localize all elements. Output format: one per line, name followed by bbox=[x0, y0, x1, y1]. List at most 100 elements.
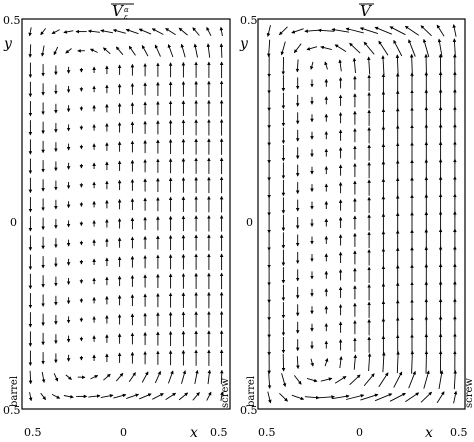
flow-arrow bbox=[310, 358, 314, 367]
flow-arrow bbox=[318, 395, 335, 399]
flow-arrow bbox=[40, 45, 45, 57]
flow-arrow bbox=[28, 27, 32, 37]
left-vector-field bbox=[28, 26, 224, 402]
flow-arrow bbox=[320, 377, 333, 382]
flow-arrow bbox=[389, 392, 406, 402]
flow-arrow bbox=[207, 369, 212, 385]
flow-arrow bbox=[378, 372, 389, 388]
left-x-tick-left: 0.5 bbox=[24, 426, 42, 439]
flow-arrow bbox=[206, 391, 212, 401]
flow-arrow bbox=[266, 24, 271, 37]
flow-arrow bbox=[324, 358, 329, 367]
flow-arrow bbox=[128, 372, 136, 383]
flow-arrow bbox=[438, 370, 444, 389]
flow-arrow bbox=[349, 42, 361, 54]
flow-arrow bbox=[90, 375, 99, 380]
left-y-label: y bbox=[3, 36, 13, 52]
flow-arrow bbox=[65, 48, 72, 54]
left-y-tick-mid: 0 bbox=[10, 216, 17, 229]
flow-arrow bbox=[420, 391, 433, 403]
left-screw-label: screw bbox=[220, 378, 231, 408]
flow-arrow bbox=[40, 392, 46, 401]
flow-arrow bbox=[113, 393, 127, 399]
flow-arrow bbox=[296, 356, 300, 370]
left-plot-frame bbox=[21, 18, 231, 410]
flow-arrow bbox=[408, 39, 416, 57]
flow-arrow bbox=[100, 29, 113, 34]
flow-arrow bbox=[304, 29, 320, 33]
flow-arrow bbox=[453, 390, 458, 404]
flow-arrow bbox=[128, 45, 136, 56]
right-x-tick-mid: 0 bbox=[356, 426, 363, 439]
flow-arrow bbox=[141, 371, 149, 383]
flow-arrow bbox=[408, 370, 416, 389]
right-y-tick-mid: 0 bbox=[246, 216, 253, 229]
flow-arrow bbox=[334, 44, 347, 52]
flow-arrow bbox=[192, 392, 200, 401]
flow-arrow bbox=[51, 394, 61, 399]
flow-arrow bbox=[338, 59, 342, 72]
flow-arrow bbox=[404, 25, 419, 36]
flow-arrow bbox=[382, 351, 386, 373]
left-x-tick-right: 0.5 bbox=[210, 426, 228, 439]
flow-arrow bbox=[103, 373, 111, 381]
flow-arrow bbox=[453, 370, 458, 390]
flow-arrow bbox=[395, 54, 400, 77]
flow-arrow bbox=[165, 392, 177, 400]
flow-arrow bbox=[152, 393, 164, 400]
left-x-tick-mid: 0 bbox=[120, 426, 127, 439]
flow-arrow bbox=[192, 27, 200, 36]
flow-arrow bbox=[452, 24, 457, 37]
flow-arrow bbox=[331, 394, 350, 400]
flow-arrow bbox=[154, 44, 161, 57]
flow-arrow bbox=[40, 28, 46, 36]
flow-arrow bbox=[366, 56, 371, 75]
flow-arrow bbox=[267, 371, 272, 389]
right-x-tick-right: 0.5 bbox=[450, 426, 468, 439]
flow-arrow bbox=[28, 392, 33, 402]
flow-arrow bbox=[410, 350, 415, 374]
flow-arrow bbox=[219, 26, 224, 37]
right-y-label: y bbox=[239, 36, 249, 52]
flow-arrow bbox=[353, 354, 358, 370]
flow-arrow bbox=[363, 373, 375, 387]
flow-arrow bbox=[219, 43, 224, 58]
flow-arrow bbox=[324, 61, 328, 70]
flow-arrow bbox=[381, 55, 385, 76]
flow-arrow bbox=[41, 371, 46, 383]
flow-arrow bbox=[194, 369, 199, 384]
right-y-tick-bottom: 0.5 bbox=[240, 404, 258, 417]
flow-arrow bbox=[178, 392, 189, 401]
flow-arrow bbox=[405, 392, 420, 403]
flow-arrow bbox=[180, 43, 186, 58]
flow-arrow bbox=[378, 40, 389, 56]
flow-arrow bbox=[63, 394, 74, 399]
flow-arrow bbox=[278, 26, 288, 36]
flow-arrow bbox=[178, 27, 188, 36]
left-barrel-label: barrel bbox=[9, 376, 20, 407]
flow-arrow bbox=[28, 370, 33, 385]
flow-arrow bbox=[422, 38, 430, 58]
right-x-label: x bbox=[425, 425, 433, 441]
flow-arrow bbox=[280, 41, 286, 56]
flow-arrow bbox=[87, 29, 100, 34]
right-vector-field bbox=[266, 24, 458, 404]
flow-arrow bbox=[206, 43, 211, 58]
right-y-tick-top: 0.5 bbox=[240, 14, 258, 27]
flow-arrow bbox=[165, 28, 176, 36]
flow-arrow bbox=[138, 28, 152, 35]
left-title-sub2: ε bbox=[124, 13, 128, 21]
flow-arrow bbox=[63, 30, 74, 34]
left-x-label: x bbox=[190, 425, 198, 441]
flow-arrow bbox=[424, 350, 429, 374]
flow-arrow bbox=[193, 43, 198, 58]
flow-arrow bbox=[436, 391, 445, 404]
flow-arrow bbox=[374, 26, 392, 35]
flow-arrow bbox=[345, 27, 364, 34]
flow-arrow bbox=[88, 394, 101, 398]
flow-arrow bbox=[306, 377, 318, 383]
flow-arrow bbox=[320, 45, 332, 51]
flow-arrow bbox=[151, 28, 164, 35]
flow-arrow bbox=[334, 376, 347, 384]
